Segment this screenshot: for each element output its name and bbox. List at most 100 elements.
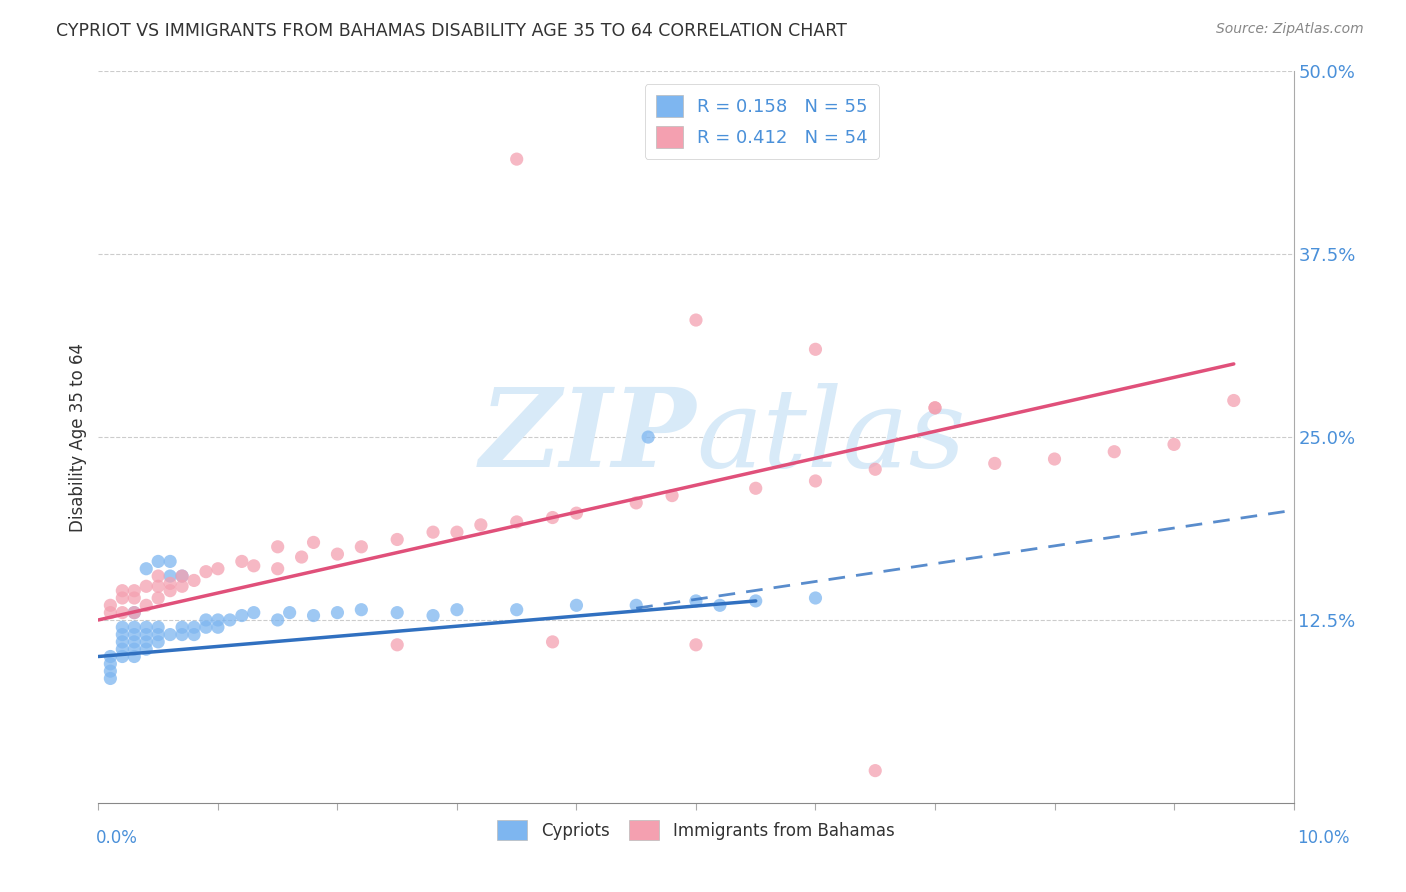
Point [172,569,194,583]
Point [506,603,529,617]
Point [470,517,492,532]
Point [685,313,707,327]
Point [804,591,827,605]
Point [1163,437,1185,451]
Point [148,554,170,568]
Point [267,540,290,554]
Point [124,606,146,620]
Point [326,547,349,561]
Point [924,401,946,415]
Point [135,599,157,613]
Point [541,635,564,649]
Point [661,489,683,503]
Point [135,642,157,657]
Point [111,591,134,605]
Point [148,569,170,583]
Point [135,627,157,641]
Point [195,565,218,579]
Point [98,672,122,686]
Point [1223,393,1246,408]
Point [267,562,290,576]
Point [385,533,409,547]
Point [124,642,146,657]
Point [745,594,768,608]
Point [111,642,134,657]
Y-axis label: Disability Age 35 to 64: Disability Age 35 to 64 [69,343,87,532]
Point [506,152,529,166]
Text: 10.0%: 10.0% [1298,829,1350,847]
Point [709,599,731,613]
Point [148,627,170,641]
Point [350,603,373,617]
Point [183,574,205,588]
Point [243,558,266,573]
Legend: Cypriots, Immigrants from Bahamas: Cypriots, Immigrants from Bahamas [491,814,901,847]
Point [195,613,218,627]
Point [124,606,146,620]
Point [124,620,146,634]
Point [267,613,290,627]
Point [124,635,146,649]
Point [804,343,827,357]
Point [98,599,122,613]
Point [924,401,946,415]
Point [111,635,134,649]
Point [172,627,194,641]
Point [291,549,314,564]
Point [446,525,468,540]
Point [1104,444,1126,458]
Point [111,583,134,598]
Point [124,627,146,641]
Point [124,583,146,598]
Point [148,620,170,634]
Point [159,576,181,591]
Point [207,620,229,634]
Point [385,638,409,652]
Point [111,606,134,620]
Point [231,608,253,623]
Point [984,457,1007,471]
Text: 0.0%: 0.0% [96,829,138,847]
Point [183,620,205,634]
Point [565,599,588,613]
Point [506,515,529,529]
Point [385,606,409,620]
Point [278,606,301,620]
Point [98,664,122,678]
Point [231,554,253,568]
Point [302,535,325,549]
Point [422,525,444,540]
Point [626,496,648,510]
Point [159,569,181,583]
Point [865,764,887,778]
Point [135,635,157,649]
Point [207,613,229,627]
Point [302,608,325,623]
Point [98,606,122,620]
Point [98,657,122,671]
Point [148,635,170,649]
Point [207,562,229,576]
Point [685,594,707,608]
Point [685,638,707,652]
Point [865,462,887,476]
Text: atlas: atlas [696,384,966,491]
Point [626,599,648,613]
Point [111,620,134,634]
Point [637,430,659,444]
Point [148,591,170,605]
Text: CYPRIOT VS IMMIGRANTS FROM BAHAMAS DISABILITY AGE 35 TO 64 CORRELATION CHART: CYPRIOT VS IMMIGRANTS FROM BAHAMAS DISAB… [56,22,846,40]
Point [172,620,194,634]
Point [159,583,181,598]
Text: Source: ZipAtlas.com: Source: ZipAtlas.com [1216,22,1364,37]
Point [159,554,181,568]
Point [172,569,194,583]
Point [195,620,218,634]
Point [1043,452,1066,467]
Point [326,606,349,620]
Point [111,649,134,664]
Point [745,481,768,495]
Point [98,649,122,664]
Point [422,608,444,623]
Point [541,510,564,524]
